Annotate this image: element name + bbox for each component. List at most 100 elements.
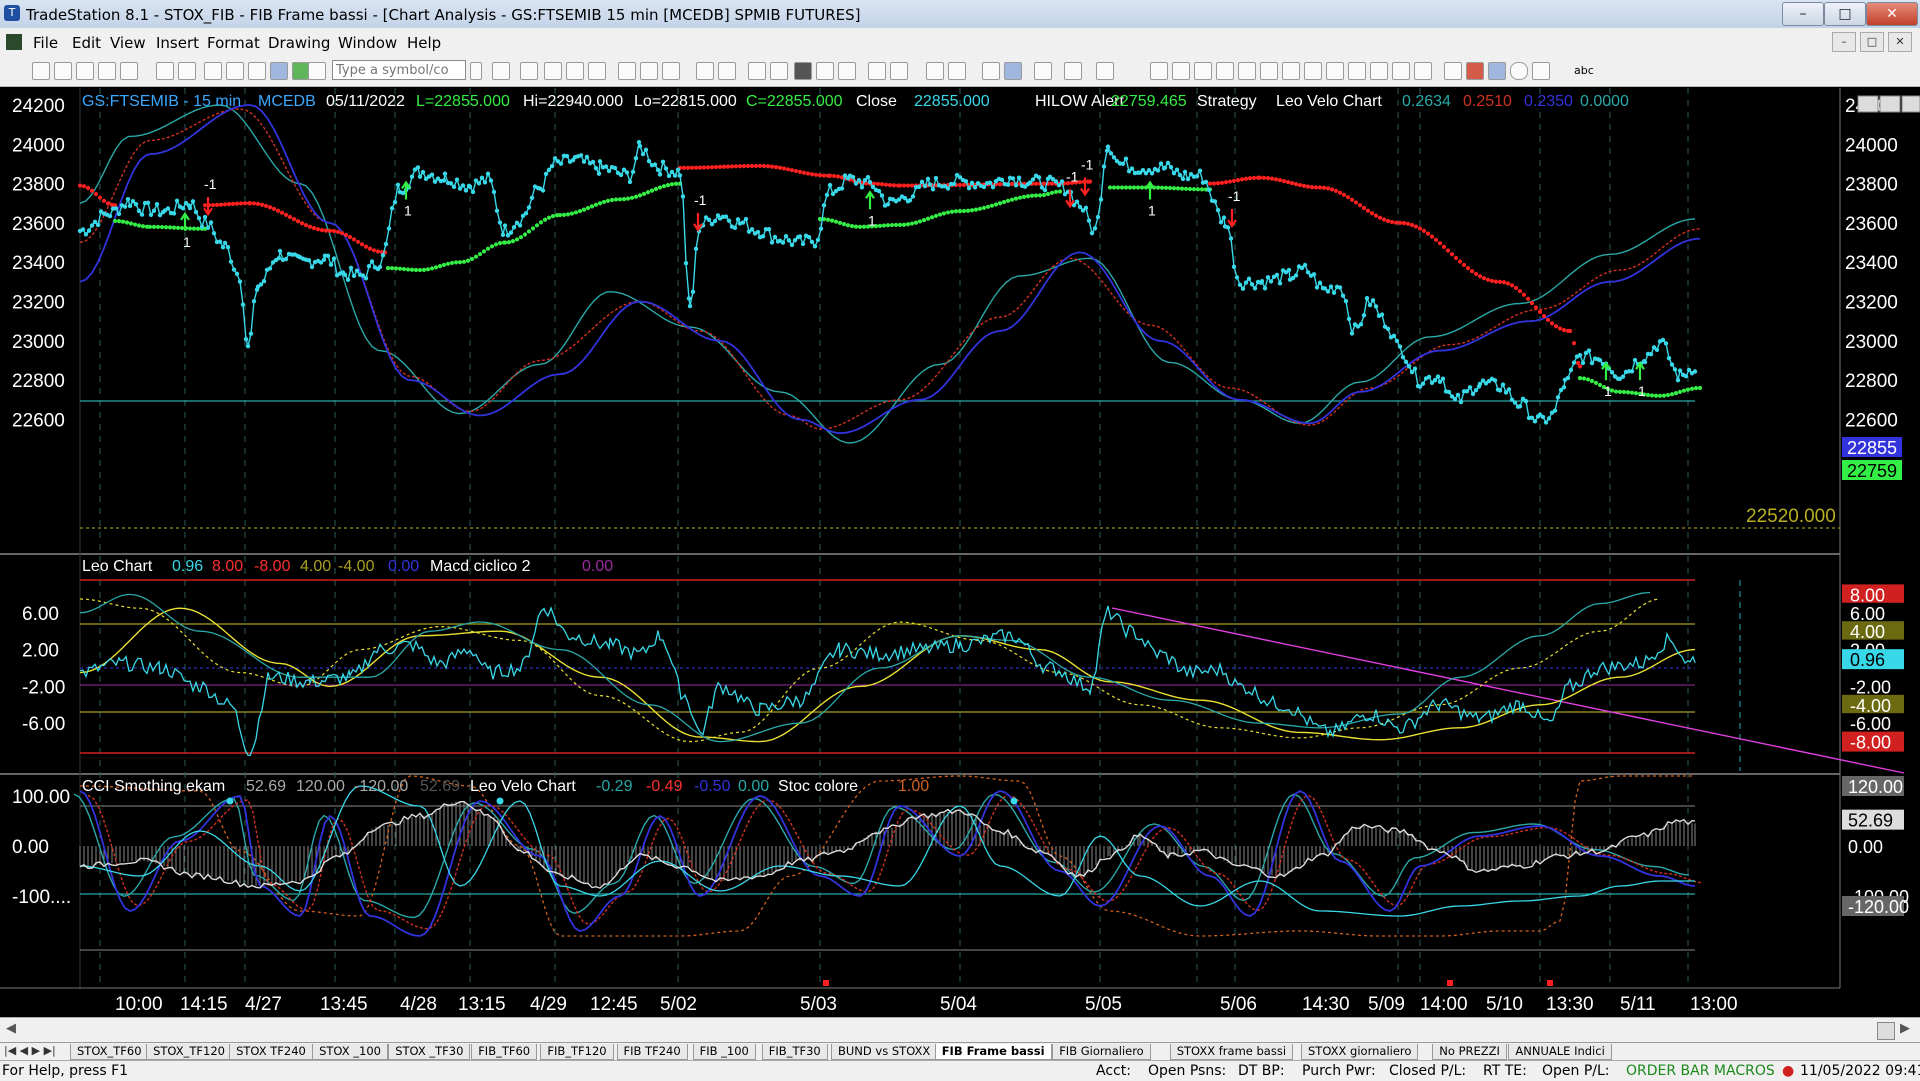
pane-minimize-button[interactable] <box>1857 95 1879 113</box>
arc-icon[interactable] <box>1392 62 1410 80</box>
arrow-up-icon[interactable] <box>1488 62 1506 80</box>
chart-doc-icon[interactable] <box>6 34 22 50</box>
hilow-stop-dot <box>311 226 317 231</box>
format-icon[interactable] <box>718 62 736 80</box>
andrews-icon[interactable] <box>1304 62 1322 80</box>
menu-help[interactable]: Help <box>407 34 442 52</box>
workspace-tab[interactable]: ANNUALE Indici <box>1508 1044 1612 1060</box>
shrink-icon[interactable] <box>890 62 908 80</box>
chevron-down-icon[interactable] <box>470 62 482 80</box>
pointer-icon[interactable] <box>982 62 1000 80</box>
workspace-tab[interactable]: STOX_TF60 <box>70 1044 149 1060</box>
workspace-tab[interactable]: FIB TF240 <box>616 1044 688 1060</box>
paste-icon[interactable] <box>248 62 266 80</box>
scanner-icon[interactable] <box>618 62 636 80</box>
tab-scroll-icon[interactable]: |◀ ◀ ▶ ▶| <box>4 1044 56 1057</box>
strategy-icon[interactable] <box>748 62 766 80</box>
scroll-right-icon[interactable]: ▶ <box>1900 1021 1910 1036</box>
menu-insert[interactable]: Insert <box>156 34 200 52</box>
analysis-icon[interactable] <box>770 62 788 80</box>
workspace-tab[interactable]: FIB_TF120 <box>540 1044 614 1060</box>
symbol-input[interactable] <box>332 60 466 80</box>
cut-icon[interactable] <box>204 62 222 80</box>
zoom-out-icon[interactable] <box>948 62 966 80</box>
bar-type-icon[interactable] <box>794 62 812 80</box>
expand-icon[interactable] <box>868 62 886 80</box>
save-icon[interactable] <box>156 62 174 80</box>
mdi-minimize-button[interactable]: – <box>1832 32 1856 52</box>
quote-icon[interactable] <box>520 62 538 80</box>
portfolio-icon[interactable] <box>662 62 680 80</box>
workspace-tab[interactable]: STOX TF240 <box>229 1044 313 1060</box>
workspace-tab[interactable]: FIB_TF30 <box>761 1044 828 1060</box>
gann-icon[interactable] <box>1370 62 1388 80</box>
workspace-tab[interactable]: No PREZZI <box>1432 1044 1507 1060</box>
ruler-icon[interactable] <box>1172 62 1190 80</box>
trendline-icon[interactable] <box>1150 62 1168 80</box>
chart-window[interactable]: 24200 24000 23800 23600 23400 23200 23000 22800… <box>0 88 1920 1017</box>
workspace-tab[interactable]: STOX _TF30 <box>388 1044 471 1060</box>
text-tool-icon[interactable]: abc <box>1574 64 1594 77</box>
workspace-tab[interactable]: STOXX frame bassi <box>1169 1044 1294 1060</box>
lock-icon[interactable] <box>226 62 244 80</box>
tools-icon[interactable] <box>1034 62 1052 80</box>
order-icon[interactable] <box>1064 62 1082 80</box>
pen-icon[interactable] <box>1414 62 1432 80</box>
macro-icon[interactable] <box>270 62 288 80</box>
order-bar-macros-button[interactable]: ORDER BAR MACROS <box>1626 1063 1775 1079</box>
arrow-down-icon[interactable] <box>1466 62 1484 80</box>
bar-spacing-icon[interactable] <box>816 62 834 80</box>
menu-edit[interactable]: Edit <box>72 34 102 52</box>
vertical-line-icon[interactable] <box>1216 62 1234 80</box>
scroll-left-icon[interactable]: ◀ <box>6 1021 16 1036</box>
zoom-in-icon[interactable] <box>926 62 944 80</box>
link-icon[interactable] <box>308 62 326 80</box>
new-icon[interactable] <box>32 62 50 80</box>
menu-view[interactable]: View <box>110 34 146 52</box>
compress-icon[interactable] <box>838 62 856 80</box>
workspace-tab[interactable]: FIB _100 <box>692 1044 756 1060</box>
ellipse-icon[interactable] <box>1510 62 1528 80</box>
go-arrow-icon[interactable] <box>492 62 510 80</box>
workspace-tab[interactable]: STOXX giornaliero <box>1301 1044 1419 1060</box>
workspace-tab[interactable]: STOX_TF120 <box>146 1044 232 1060</box>
fib-retracement-icon[interactable] <box>1238 62 1256 80</box>
channel-icon[interactable] <box>1282 62 1300 80</box>
open-icon[interactable] <box>54 62 72 80</box>
cycle-icon[interactable] <box>1348 62 1366 80</box>
minimize-button[interactable]: – <box>1782 2 1824 26</box>
open-workspace-icon[interactable] <box>76 62 94 80</box>
data-window-icon[interactable] <box>1004 62 1022 80</box>
workspace-tab[interactable]: FIB_TF60 <box>471 1044 538 1060</box>
fib-time-icon[interactable] <box>1260 62 1278 80</box>
horizontal-scrollbar[interactable]: ◀ ▶ <box>0 1017 1920 1043</box>
matrix-icon[interactable] <box>588 62 606 80</box>
radar-icon[interactable] <box>566 62 584 80</box>
copy-icon[interactable] <box>98 62 116 80</box>
alert-icon[interactable] <box>1096 62 1114 80</box>
print-icon[interactable] <box>178 62 196 80</box>
speed-lines-icon[interactable] <box>1326 62 1344 80</box>
chart-icon[interactable] <box>544 62 562 80</box>
menu-file[interactable]: File <box>33 34 59 52</box>
mdi-close-button[interactable]: ✕ <box>1888 32 1912 52</box>
insert-study-icon[interactable] <box>696 62 714 80</box>
workspace-tab[interactable]: FIB Frame bassi <box>934 1044 1052 1060</box>
menu-window[interactable]: Window <box>338 34 398 52</box>
maximize-button[interactable]: □ <box>1824 2 1866 26</box>
arrow-icon[interactable] <box>1444 62 1462 80</box>
optionstation-icon[interactable] <box>640 62 658 80</box>
workspace-tab[interactable]: FIB Giornaliero <box>1052 1044 1151 1060</box>
pane-close-button[interactable] <box>1901 95 1920 113</box>
rectangle-icon[interactable] <box>1532 62 1550 80</box>
mdi-restore-button[interactable]: □ <box>1860 32 1884 52</box>
workspace-tab[interactable]: STOX _100 <box>312 1044 388 1060</box>
menu-drawing[interactable]: Drawing <box>268 34 331 52</box>
scroll-thumb[interactable] <box>1877 1022 1895 1040</box>
folder-icon[interactable] <box>120 62 138 80</box>
close-button[interactable]: ✕ <box>1866 2 1918 26</box>
workspace-tab[interactable]: BUND vs STOXX <box>831 1044 938 1060</box>
menu-format[interactable]: Format <box>207 34 260 52</box>
horizontal-line-icon[interactable] <box>1194 62 1212 80</box>
pane-restore-button[interactable] <box>1879 95 1901 113</box>
